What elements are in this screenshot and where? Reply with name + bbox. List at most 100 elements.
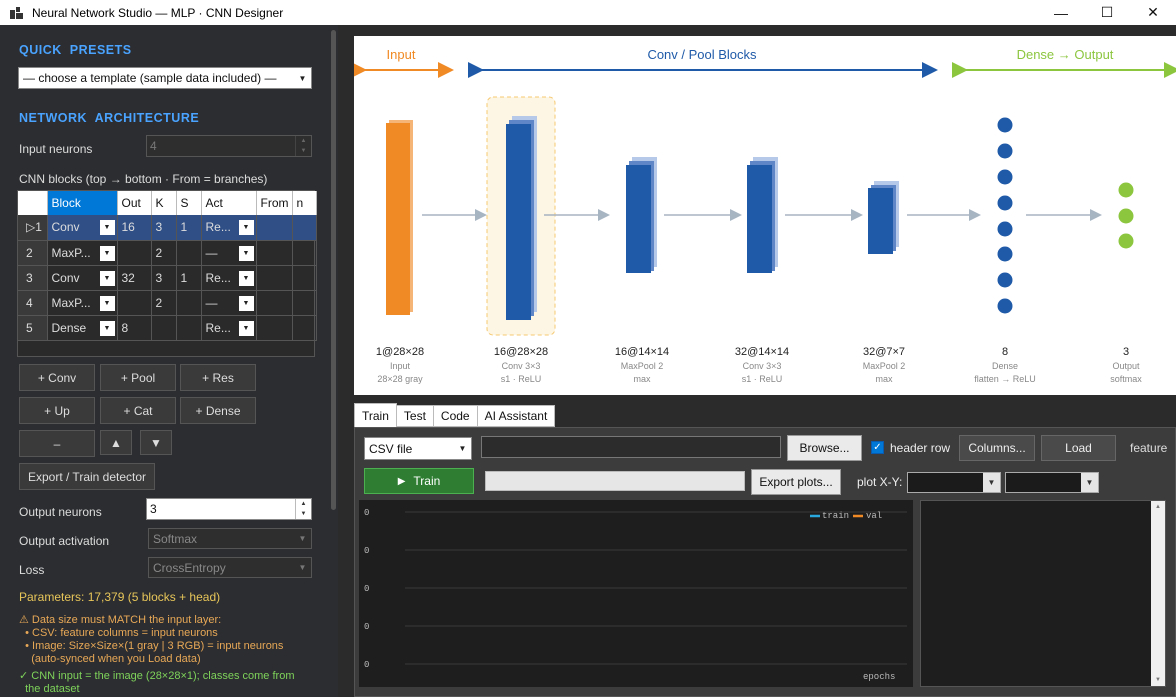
- row-header[interactable]: 3: [18, 265, 48, 291]
- layer-conv1[interactable]: [506, 116, 537, 320]
- scroll-down-icon[interactable]: ▼: [1155, 677, 1161, 683]
- layer-dense[interactable]: [997, 117, 1013, 314]
- col-header-block[interactable]: Block: [47, 191, 118, 215]
- table-row[interactable]: 2 MaxP... ▼ 2 — ▼: [18, 240, 317, 266]
- cell-n[interactable]: [292, 240, 317, 266]
- cell-out[interactable]: [117, 240, 152, 266]
- data-source-select[interactable]: CSV file ▼: [364, 437, 472, 460]
- plot-y-select[interactable]: ▼: [1005, 472, 1099, 493]
- cell-block[interactable]: Conv ▼: [47, 265, 118, 291]
- tab-code[interactable]: Code: [432, 405, 478, 427]
- cell-from[interactable]: [256, 290, 293, 316]
- add-dense-button[interactable]: + Dense: [180, 397, 256, 424]
- chevron-down-icon[interactable]: ▼: [238, 270, 254, 286]
- cell-out[interactable]: 8: [117, 315, 152, 341]
- cell-n[interactable]: [292, 215, 317, 241]
- chevron-down-icon[interactable]: ▼: [99, 295, 115, 311]
- table-row[interactable]: ▷1 Conv ▼ 16 3 1 Re... ▼: [18, 215, 317, 241]
- output-neurons-spinner[interactable]: 3 ▲ ▼: [146, 498, 312, 520]
- remove-block-button[interactable]: –: [19, 430, 95, 457]
- cell-n[interactable]: [292, 315, 317, 341]
- cell-act[interactable]: — ▼: [201, 240, 257, 266]
- cell-from[interactable]: [256, 240, 293, 266]
- cell-k[interactable]: [151, 315, 177, 341]
- add-conv-button[interactable]: + Conv: [19, 364, 95, 391]
- layer-input[interactable]: [386, 120, 413, 315]
- col-header-k[interactable]: K: [151, 191, 177, 215]
- move-up-button[interactable]: ▲: [100, 430, 132, 455]
- cell-s[interactable]: [176, 290, 202, 316]
- output-activation-select[interactable]: Softmax ▼: [148, 528, 312, 549]
- row-header[interactable]: 2: [18, 240, 48, 266]
- chevron-down-icon[interactable]: ▼: [99, 220, 115, 235]
- spin-up-icon[interactable]: ▲: [300, 501, 307, 507]
- log-scrollbar[interactable]: ▲ ▼: [1151, 501, 1165, 686]
- row-header[interactable]: 5: [18, 315, 48, 341]
- cell-block[interactable]: Dense ▼: [47, 315, 118, 341]
- tab-test[interactable]: Test: [395, 405, 434, 427]
- col-header-from[interactable]: From: [256, 191, 293, 215]
- layer-output[interactable]: [1118, 182, 1134, 249]
- chevron-down-icon[interactable]: ▼: [99, 245, 115, 261]
- layer-pool2[interactable]: [868, 181, 899, 254]
- chevron-down-icon[interactable]: ▼: [99, 320, 115, 336]
- export-plots-button[interactable]: Export plots...: [751, 469, 841, 495]
- chevron-down-icon[interactable]: ▼: [238, 295, 254, 311]
- train-button[interactable]: ▶ Train: [364, 468, 474, 494]
- table-row[interactable]: 5 Dense ▼ 8 Re... ▼: [18, 315, 317, 341]
- row-header[interactable]: ▷1: [18, 215, 48, 241]
- cell-act[interactable]: — ▼: [201, 290, 257, 316]
- cell-k[interactable]: 2: [151, 290, 177, 316]
- columns-button[interactable]: Columns...: [959, 435, 1035, 461]
- cell-s[interactable]: [176, 240, 202, 266]
- cell-s[interactable]: 1: [176, 265, 202, 291]
- plot-x-select[interactable]: ▼: [907, 472, 1001, 493]
- cell-block[interactable]: MaxP... ▼: [47, 290, 118, 316]
- cell-k[interactable]: 3: [151, 215, 177, 241]
- layer-conv2[interactable]: [747, 157, 778, 273]
- col-header-n[interactable]: n: [292, 191, 317, 215]
- table-row[interactable]: 3 Conv ▼ 32 3 1 Re... ▼: [18, 265, 317, 291]
- cell-block[interactable]: MaxP... ▼: [47, 240, 118, 266]
- tab-train[interactable]: Train: [354, 403, 397, 427]
- col-header-s[interactable]: S: [176, 191, 202, 215]
- col-header-out[interactable]: Out: [117, 191, 152, 215]
- cell-from[interactable]: [256, 315, 293, 341]
- cell-k[interactable]: 3: [151, 265, 177, 291]
- cell-out[interactable]: [117, 290, 152, 316]
- scroll-up-icon[interactable]: ▲: [1155, 504, 1161, 510]
- cell-act[interactable]: Re... ▼: [201, 215, 257, 241]
- cell-out[interactable]: 16: [117, 215, 152, 241]
- cell-block[interactable]: Conv ▼: [47, 215, 118, 241]
- export-train-detector-button[interactable]: Export / Train detector: [19, 463, 155, 490]
- row-header[interactable]: 4: [18, 290, 48, 316]
- cell-act[interactable]: Re... ▼: [201, 315, 257, 341]
- input-neurons-spinner[interactable]: 4 ▲ ▼: [146, 135, 312, 157]
- cell-k[interactable]: 2: [151, 240, 177, 266]
- spin-down-icon[interactable]: ▼: [300, 148, 307, 154]
- preset-select[interactable]: — choose a template (sample data include…: [18, 67, 312, 89]
- add-res-button[interactable]: + Res: [180, 364, 256, 391]
- tab-ai-assistant[interactable]: AI Assistant: [476, 405, 556, 427]
- chevron-down-icon[interactable]: ▼: [238, 220, 254, 235]
- loss-select[interactable]: CrossEntropy ▼: [148, 557, 312, 578]
- move-down-button[interactable]: ▼: [140, 430, 172, 455]
- cell-s[interactable]: 1: [176, 215, 202, 241]
- col-header-act[interactable]: Act: [201, 191, 257, 215]
- training-log[interactable]: ▲ ▼: [920, 500, 1166, 687]
- chevron-down-icon[interactable]: ▼: [238, 245, 254, 261]
- left-scrollbar[interactable]: [331, 30, 336, 510]
- cell-act[interactable]: Re... ▼: [201, 265, 257, 291]
- minimize-icon[interactable]: —: [1054, 4, 1068, 21]
- chevron-down-icon[interactable]: ▼: [238, 320, 254, 336]
- cell-n[interactable]: [292, 265, 317, 291]
- maximize-icon[interactable]: ☐: [1100, 4, 1114, 20]
- add-cat-button[interactable]: + Cat: [100, 397, 176, 424]
- chevron-down-icon[interactable]: ▼: [99, 270, 115, 286]
- add-pool-button[interactable]: + Pool: [100, 364, 176, 391]
- cell-from[interactable]: [256, 265, 293, 291]
- load-button[interactable]: Load: [1041, 435, 1116, 461]
- add-up-button[interactable]: + Up: [19, 397, 95, 424]
- cnn-blocks-grid[interactable]: Block Out K S Act From n ▷1 Conv ▼ 16 3 1…: [17, 190, 317, 357]
- cell-from[interactable]: [256, 215, 293, 241]
